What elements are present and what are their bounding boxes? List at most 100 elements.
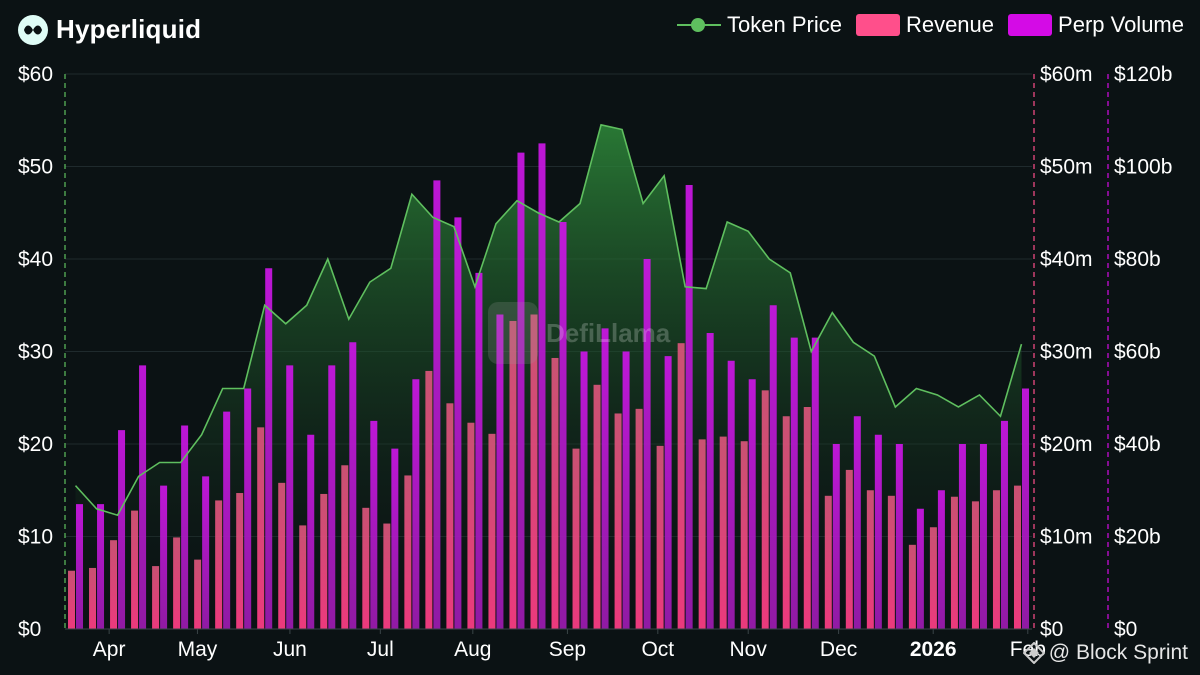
x-tick-label: 2026 [910,638,957,661]
volume-tick-label: $40b [1114,433,1161,456]
volume-bar [538,143,546,629]
revenue-bar [215,500,223,629]
revenue-tick-label: $50m [1040,156,1093,179]
revenue-bar [341,465,349,629]
price-line [74,123,1023,517]
revenue-bar [866,490,874,629]
volume-bar [1000,420,1008,629]
volume-bar [412,379,420,629]
revenue-bar [530,314,538,629]
volume-bar [391,448,399,629]
price-tick-label: $20 [18,433,53,456]
volume-bar [286,365,294,629]
volume-bar [937,490,945,629]
volume-bar [727,360,735,629]
revenue-bar [593,384,601,629]
price-line-path [74,123,1023,517]
volume-bar [76,504,84,629]
revenue-bar [446,403,454,629]
price-tick-label: $60 [18,63,53,86]
revenue-bar [824,495,832,629]
revenue-tick-label: $60m [1040,63,1093,86]
revenue-bar [173,537,181,629]
line-swatch-icon [677,15,721,35]
revenue-bar [614,413,622,629]
revenue-bar [131,510,139,629]
volume-bar [370,420,378,629]
volume-bar [811,337,819,629]
revenue-bar [1013,485,1021,629]
revenue-swatch-icon [855,14,900,36]
volume-bar [97,504,105,629]
volume-bar [790,337,798,629]
volume-bar [832,444,840,629]
x-tick-label: Sep [549,638,586,661]
volume-bar [202,476,210,629]
hyperliquid-logo-icon [18,14,48,45]
revenue-bar [572,448,580,629]
revenue-bar [467,422,475,629]
x-tick-label: Nov [730,638,768,661]
revenue-bar [677,343,685,629]
volume-bar [916,508,924,629]
volume-bar [622,351,630,629]
revenue-bar [908,544,916,629]
price-tick-label: $50 [18,156,53,179]
volume-bar [580,351,588,629]
credit-text: @ Block Sprint [1048,641,1188,664]
volume-bar [664,356,672,629]
volume-bar [139,365,147,629]
revenue-tick-label: $10m [1040,526,1093,549]
volume-tick-label: $0 [1114,618,1137,641]
volume-bar [643,259,651,629]
volume-bar [517,152,525,629]
llama-icon [488,302,538,364]
revenue-tick-label: $0 [1040,618,1063,641]
volume-bar [181,425,189,629]
legend-item-token-price[interactable]: Token Price [677,12,842,38]
legend-item-revenue[interactable]: Revenue [855,12,994,38]
brand: Hyperliquid [18,14,201,45]
revenue-bar [383,523,391,629]
revenue-bar [971,501,979,629]
revenue-bar [362,507,370,629]
volume-bar [685,185,693,629]
watermark-logo: DefiLlama [488,302,670,364]
volume-bar [160,485,168,629]
revenue-tick-label: $40m [1040,248,1093,271]
volume-bar [475,272,483,629]
revenue-bar [299,525,307,629]
volume-bar [874,434,882,629]
revenue-bar [257,427,265,629]
revenue-bar [992,490,1000,629]
volume-bar [328,365,336,629]
revenue-bar [782,416,790,629]
legend-label: Token Price [727,12,842,37]
defillama-diamond-icon [1022,642,1045,664]
volume-bar [769,305,777,629]
x-tick-label: May [178,638,218,661]
volume-bar [118,430,126,629]
revenue-bar [551,357,559,629]
watermark-text: DefiLlama [546,317,671,348]
revenue-bar [278,482,286,629]
revenue-bar [425,370,433,629]
volume-bar [433,180,441,629]
volume-bar [559,222,567,629]
x-tick-label: Aug [454,638,491,661]
volume-bar [307,434,315,629]
x-tick-label: Jul [367,638,394,661]
bars [68,143,1029,629]
revenue-bar [803,407,811,629]
revenue-tick-label: $20m [1040,433,1093,456]
revenue-bar [719,436,727,629]
revenue-bar [320,493,328,629]
volume-bar [853,416,861,629]
volume-tick-label: $60b [1114,341,1161,364]
revenue-tick-label: $30m [1040,341,1093,364]
volume-bar [349,342,357,629]
revenue-bar [68,570,76,629]
x-tick-label: Dec [820,638,857,661]
legend-item-perp-volume[interactable]: Perp Volume [1008,12,1184,38]
